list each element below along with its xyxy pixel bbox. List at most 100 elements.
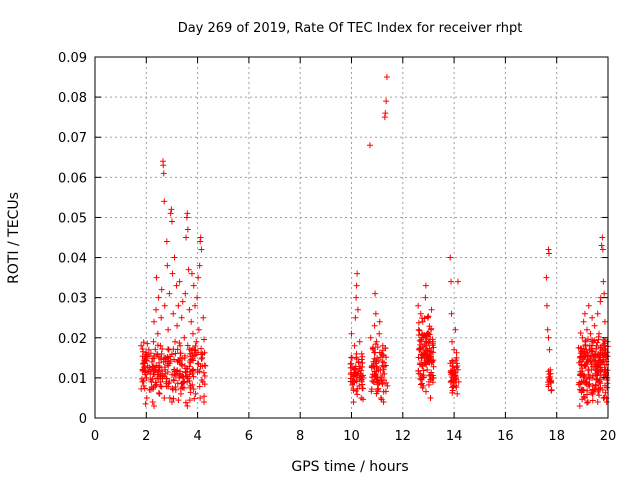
data-point — [348, 330, 355, 337]
data-point — [577, 372, 584, 379]
data-point — [197, 234, 204, 241]
data-point — [349, 382, 356, 389]
data-point — [142, 354, 149, 361]
data-point — [169, 270, 176, 277]
data-point — [174, 358, 181, 365]
data-point — [575, 344, 582, 351]
data-point — [139, 366, 146, 373]
data-point — [546, 375, 553, 382]
data-point — [601, 318, 608, 325]
y-tick-label: 0.09 — [58, 51, 87, 66]
data-point — [200, 314, 207, 321]
data-point — [193, 338, 200, 345]
data-point — [424, 314, 431, 321]
data-point — [162, 354, 169, 361]
data-point — [586, 383, 593, 390]
data-point — [430, 338, 437, 345]
data-point — [590, 338, 597, 345]
data-point — [369, 362, 376, 369]
data-point — [448, 368, 455, 375]
data-point — [418, 338, 425, 345]
data-point — [194, 360, 201, 367]
data-point — [167, 353, 174, 360]
data-point — [372, 310, 379, 317]
data-point — [417, 310, 424, 317]
data-point — [430, 344, 437, 351]
data-point — [545, 334, 552, 341]
data-point — [164, 346, 171, 353]
data-point — [144, 340, 151, 347]
data-point — [578, 361, 585, 368]
data-point — [351, 366, 358, 373]
x-tick-label: 16 — [497, 429, 514, 444]
data-point — [197, 394, 204, 401]
data-point — [188, 270, 195, 277]
data-point — [147, 370, 154, 377]
data-point — [176, 339, 183, 346]
data-point — [384, 382, 391, 389]
data-point — [420, 382, 427, 389]
data-point — [453, 354, 460, 361]
data-point — [430, 363, 437, 370]
data-point — [422, 360, 429, 367]
data-point — [583, 391, 590, 398]
data-point — [156, 362, 163, 369]
data-point — [578, 350, 585, 357]
data-point — [168, 398, 175, 405]
data-point — [358, 356, 365, 363]
data-point — [177, 350, 184, 357]
data-point — [448, 310, 455, 317]
data-point — [455, 378, 462, 385]
data-point — [158, 286, 165, 293]
data-point — [175, 397, 182, 404]
data-point — [374, 354, 381, 361]
data-point — [422, 353, 429, 360]
data-point — [179, 298, 186, 305]
data-point — [152, 346, 159, 353]
data-point — [140, 348, 147, 355]
data-point — [170, 376, 177, 383]
data-point — [166, 290, 173, 297]
data-point — [183, 365, 190, 372]
data-point — [350, 387, 357, 394]
data-point — [595, 336, 602, 343]
data-point — [184, 210, 191, 217]
data-point — [430, 374, 437, 381]
data-point — [602, 346, 609, 353]
data-point — [596, 392, 603, 399]
data-point — [358, 367, 365, 374]
data-point — [353, 294, 360, 301]
data-point — [142, 400, 149, 407]
data-point — [174, 367, 181, 374]
data-point — [153, 306, 160, 313]
data-point — [192, 390, 199, 397]
data-point — [592, 382, 599, 389]
data-point — [377, 394, 384, 401]
data-point — [379, 362, 386, 369]
data-point — [176, 374, 183, 381]
x-tick-label: 6 — [245, 429, 253, 444]
x-tick-label: 18 — [548, 429, 565, 444]
data-point — [195, 326, 202, 333]
data-point — [181, 385, 188, 392]
data-point — [175, 357, 182, 364]
data-point — [144, 362, 151, 369]
y-tick-label: 0.02 — [58, 332, 87, 347]
data-point — [360, 374, 367, 381]
data-point — [177, 390, 184, 397]
data-point — [359, 353, 366, 360]
data-point — [587, 374, 594, 381]
data-point — [369, 371, 376, 378]
data-point — [176, 370, 183, 377]
data-point — [351, 369, 358, 376]
data-point — [585, 302, 592, 309]
data-point — [426, 331, 433, 338]
data-point — [188, 347, 195, 354]
data-point — [591, 351, 598, 358]
data-point — [143, 374, 150, 381]
data-point — [587, 352, 594, 359]
data-point — [189, 330, 196, 337]
data-point — [172, 338, 179, 345]
data-point — [548, 386, 555, 393]
data-point — [449, 358, 456, 365]
